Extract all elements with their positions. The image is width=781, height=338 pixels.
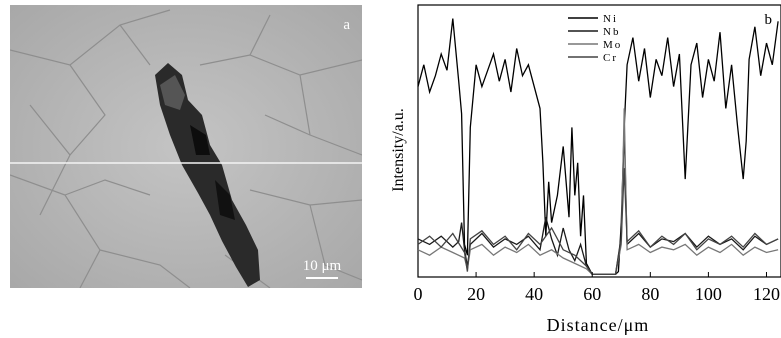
x-tick-label: 100 xyxy=(695,284,722,304)
legend-label-mo: Mo xyxy=(603,39,622,51)
x-tick-label: 120 xyxy=(753,284,780,304)
crack-region xyxy=(155,63,260,287)
y-axis-label: Intensity/a.u. xyxy=(390,108,407,192)
x-ticks: 0 20 40 60 80 100 120 xyxy=(414,272,780,304)
x-tick-label: 80 xyxy=(641,284,659,304)
x-tick-label: 40 xyxy=(525,284,543,304)
legend-label-nb: Nb xyxy=(603,26,620,38)
series-line-nb xyxy=(417,127,779,275)
scale-bar-label: 10 μm xyxy=(303,258,342,274)
panel-b-label: b xyxy=(765,12,773,28)
series-line-cr xyxy=(417,168,779,275)
series-line-mo xyxy=(417,108,779,275)
legend-label-cr: Cr xyxy=(603,52,618,64)
legend-label-ni: Ni xyxy=(603,13,618,25)
grain-boundaries xyxy=(10,9,362,288)
plot-area-border xyxy=(417,4,781,278)
panel-a-label: a xyxy=(343,17,350,33)
series-layer xyxy=(417,18,779,275)
x-tick-label: 60 xyxy=(583,284,601,304)
x-tick-label: 0 xyxy=(414,284,423,304)
x-tick-label: 20 xyxy=(467,284,485,304)
series-line-ni xyxy=(417,18,779,275)
x-axis-label: Distance/μm xyxy=(547,315,650,335)
sem-micrograph: a 10 μm xyxy=(10,5,362,288)
plot-frame xyxy=(417,4,781,278)
